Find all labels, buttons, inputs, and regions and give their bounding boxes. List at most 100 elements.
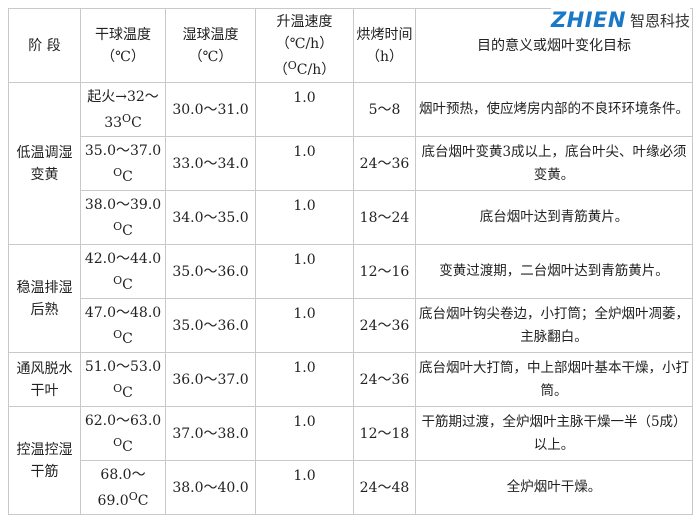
table-row: 35.0～37.0 OC 33.0～34.0 1.0 24～36 底台烟叶变黄3成以上，底… (9, 136, 693, 191)
celsius-unit: C (122, 384, 133, 401)
logo-chinese: 智恩科技 (629, 11, 690, 30)
stage-cell: 低温调湿变黄 (8, 82, 81, 245)
time-cell: 24～36 (353, 352, 416, 407)
curing-schedule-table: 阶 段 干球温度 （℃） 湿球温度 （℃） 升温速度 （℃/h） （OC/h） 烘烤时间… (8, 8, 693, 515)
celsius-unit: C (137, 492, 149, 509)
paren: （ (273, 61, 288, 78)
degree-mark: O (128, 489, 138, 503)
wet-temp-cell: 36.0～37.0 (165, 352, 256, 407)
rate-cell: 1.0 (255, 136, 354, 191)
goal-cell: 底台烟叶变黄3成以上，底台叶尖、叶缘必须变黄。 (415, 136, 693, 191)
time-cell: 24～48 (353, 460, 416, 515)
celsius-unit: C (122, 276, 133, 293)
goal-cell: 干筋期过渡，全炉烟叶主脉干燥一半（5成）以上。 (415, 406, 693, 461)
celsius-unit: C (122, 222, 133, 239)
dry-temp-cell: 35.0～37.0 OC (80, 136, 166, 191)
table-row: 47.0～48.0 OC 35.0～36.0 1.0 24～36 底台烟叶钩尖卷边，小打筒… (9, 298, 693, 353)
logo-brand: ZHIEN (550, 8, 626, 32)
degree-mark: O (113, 273, 123, 287)
header-dry-label: 干球温度 (95, 26, 151, 43)
degree-mark: O (122, 111, 132, 125)
rate-cell: 1.0 (255, 82, 354, 137)
wet-temp-cell: 30.0～31.0 (165, 82, 256, 137)
degree-mark: O (113, 327, 123, 341)
dry-temp: 42.0～44.0 (84, 250, 162, 267)
wet-temp-cell: 38.0～40.0 (165, 460, 256, 515)
dry-temp-cell: 起火→32～ 33OC (80, 82, 166, 137)
dry-temp-cell: 68.0～ 69.0OC (80, 460, 166, 515)
stage-cell: 稳温排湿后熟 (8, 244, 81, 353)
header-time: 烘烤时间 （h） (353, 8, 416, 83)
dry-temp-cell: 38.0～39.0 OC (80, 190, 166, 245)
rate-cell: 1.0 (255, 298, 354, 353)
dry-temp-cell: 47.0～48.0 OC (80, 298, 166, 353)
dry-temp: 35.0～37.0 (84, 142, 162, 159)
goal-cell: 底台烟叶钩尖卷边，小打筒；全炉烟叶凋萎，主脉翻白。 (415, 298, 693, 353)
zhien-logo: ZHIEN 智恩科技 (550, 8, 690, 32)
header-row: 阶 段 干球温度 （℃） 湿球温度 （℃） 升温速度 （℃/h） （OC/h） 烘烤时间… (8, 8, 693, 83)
dry-temp: 68.0～ (100, 466, 146, 483)
header-dry-unit: （℃） (101, 48, 145, 65)
table-row: 稳温排湿后熟 42.0～44.0 OC 35.0～36.0 1.0 12～16 变黄过渡期，… (8, 244, 693, 353)
table-row: 38.0～39.0 OC 34.0～35.0 1.0 18～24 底台烟叶达到青筋黄片。 (9, 190, 693, 245)
rate-cell: 1.0 (255, 244, 354, 299)
header-dry-temp: 干球温度 （℃） (80, 8, 166, 83)
header-wet-temp: 湿球温度 （℃） (165, 8, 256, 83)
stage-cell: 通风脱水干叶 (8, 352, 81, 407)
celsius-unit: C (122, 438, 133, 455)
time-cell: 12～18 (353, 406, 416, 461)
table-row: 控温控湿干筋 62.0～63.0 OC 37.0～38.0 1.0 12～18 干筋期过渡，… (8, 406, 693, 515)
goal-cell: 底台烟叶达到青筋黄片。 (415, 190, 693, 245)
rate-cell: 1.0 (255, 190, 354, 245)
dry-temp: 38.0～39.0 (84, 196, 162, 213)
header-time-unit: （h） (365, 48, 404, 65)
wet-temp-cell: 37.0～38.0 (165, 406, 256, 461)
goal-cell: 全炉烟叶干燥。 (415, 460, 693, 515)
rate-cell: 1.0 (255, 460, 354, 515)
header-rate-unit: （℃/h） (275, 35, 334, 52)
dry-temp: 起火→32～ (87, 88, 159, 105)
wet-temp-cell: 34.0～35.0 (165, 190, 256, 245)
wet-temp-cell: 35.0～36.0 (165, 298, 256, 353)
goal-cell: 变黄过渡期，二台烟叶达到青筋黄片。 (415, 244, 693, 299)
time-cell: 12～16 (353, 244, 416, 299)
dry-temp: 62.0～63.0 (84, 412, 162, 429)
header-wet-label: 湿球温度 (182, 26, 239, 43)
header-rate-unit-alt: （OC/h） (273, 58, 336, 78)
dry-temp-cell: 51.0～53.0 OC (80, 352, 166, 407)
celsius-unit: C (131, 114, 142, 131)
table-row: 通风脱水干叶 51.0～53.0 OC 36.0～37.0 1.0 24～36 底台烟叶大打… (8, 352, 693, 407)
dry-temp-cont: 69.0 (97, 492, 129, 509)
goal-cell: 烟叶预热，使应烤房内部的不良环环境条件。 (415, 82, 693, 137)
time-cell: 18～24 (353, 190, 416, 245)
dry-temp-cont: 33 (104, 114, 123, 131)
dry-temp: 51.0～53.0 (84, 358, 162, 375)
degree-mark: O (113, 381, 123, 395)
header-rate-label: 升温速度 (276, 13, 333, 30)
header-wet-unit: （℃） (188, 48, 233, 65)
stage-cell: 控温控湿干筋 (8, 406, 81, 515)
header-rate: 升温速度 （℃/h） （OC/h） (255, 8, 354, 83)
time-cell: 5～8 (353, 82, 416, 137)
dry-temp-cell: 42.0～44.0 OC (80, 244, 166, 299)
degree-mark: O (113, 219, 123, 233)
degree-mark: O (113, 165, 123, 179)
celsius-unit: C (122, 330, 133, 347)
header-time-label: 烘烤时间 (356, 26, 413, 43)
dry-temp-cell: 62.0～63.0 OC (80, 406, 166, 461)
degree-mark: O (287, 58, 297, 72)
degree-mark: O (113, 435, 123, 449)
wet-temp-cell: 35.0～36.0 (165, 244, 256, 299)
time-cell: 24～36 (353, 298, 416, 353)
rate-cell: 1.0 (255, 406, 354, 461)
time-cell: 24～36 (353, 136, 416, 191)
header-stage: 阶 段 (8, 8, 81, 83)
celsius-unit: C (122, 168, 133, 185)
dry-temp: 47.0～48.0 (84, 304, 162, 321)
table-row: 68.0～ 69.0OC 38.0～40.0 1.0 24～48 全炉烟叶干燥。 (9, 460, 693, 515)
rate-cell: 1.0 (255, 352, 354, 407)
table-row: 低温调湿变黄 起火→32～ 33OC 30.0～31.0 1.0 5～8 烟叶预热，使应烤房… (8, 82, 693, 245)
goal-cell: 底台烟叶大打筒，中上部烟叶基本干燥，小打筒。 (415, 352, 693, 407)
wet-temp-cell: 33.0～34.0 (165, 136, 256, 191)
rate-unit-rest: C/h） (296, 61, 336, 78)
